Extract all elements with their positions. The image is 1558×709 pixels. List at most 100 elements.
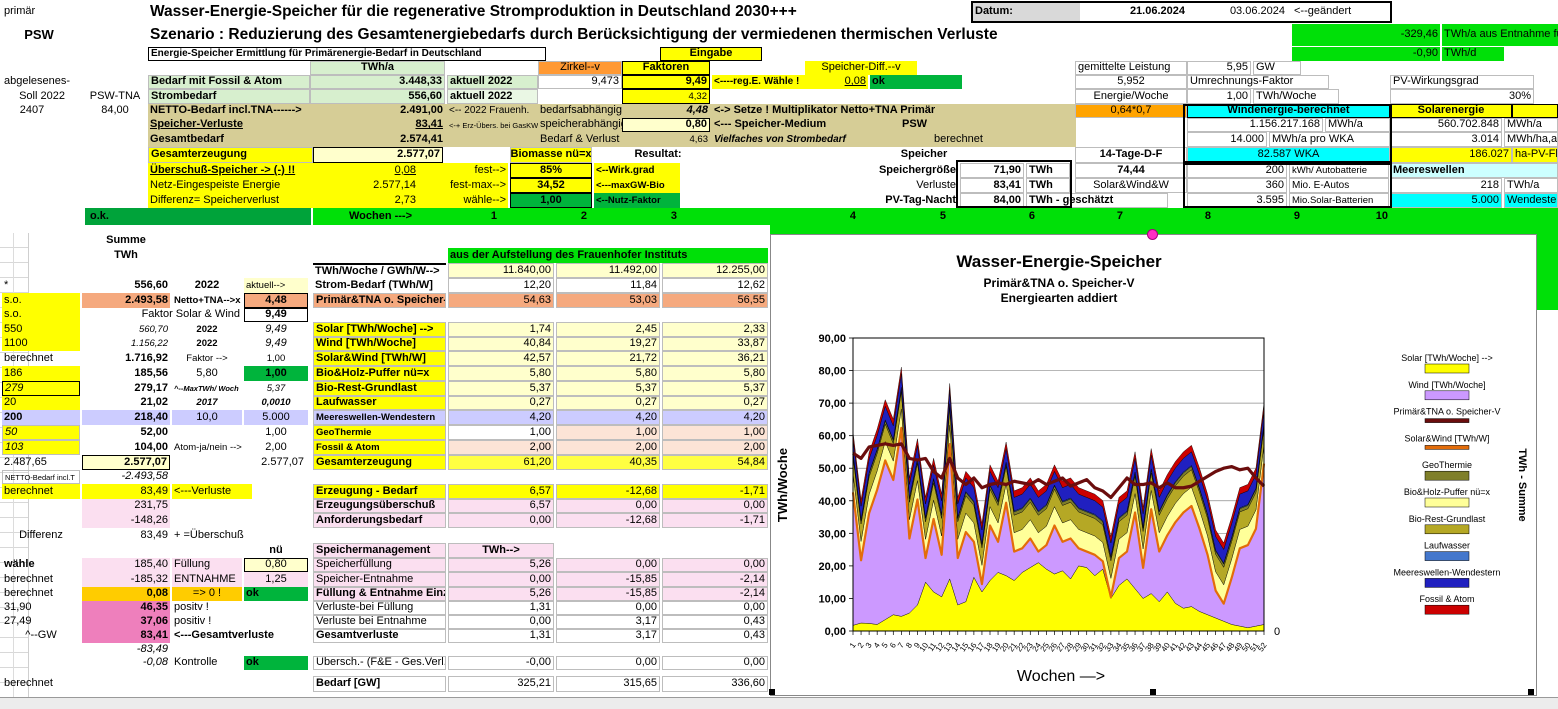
sheet-cell[interactable]: 0,00 — [662, 499, 768, 513]
sheet-cell[interactable]: 74,44 — [1075, 163, 1187, 178]
sheet-cell[interactable]: 200 — [1187, 163, 1287, 178]
sheet-cell[interactable]: TWh — [114, 248, 138, 261]
sheet-cell[interactable]: <-> Setze ! Multiplikator Netto+TNA Prim… — [714, 104, 936, 117]
sheet-cell[interactable]: 12.255,00 — [662, 263, 768, 278]
sheet-cell[interactable]: 12,20 — [448, 278, 554, 293]
sheet-cell[interactable]: 11,84 — [556, 278, 660, 293]
sheet-cell[interactable]: 360 — [1187, 178, 1287, 193]
sheet-cell[interactable]: -0,00 — [448, 656, 554, 670]
sheet-cell[interactable]: 0,08 — [806, 75, 868, 89]
sheet-cell[interactable]: 61,20 — [448, 455, 554, 470]
sheet-cell[interactable]: Solar&Wind&W — [1075, 178, 1187, 193]
sheet-cell[interactable]: 0,27 — [662, 396, 768, 410]
sheet-cell[interactable]: 5.000 — [1390, 193, 1502, 208]
sheet-cell[interactable]: 42,57 — [448, 351, 554, 366]
sheet-cell[interactable]: 2,00 — [662, 440, 768, 455]
sheet-cell[interactable]: 2022 — [194, 278, 220, 291]
sheet-cell[interactable]: 84,00 — [101, 104, 129, 117]
sheet-cell[interactable]: 40,35 — [556, 455, 660, 470]
sheet-cell[interactable]: MWh/a — [1504, 118, 1558, 132]
sheet-cell[interactable]: 2.491,00 — [400, 104, 443, 117]
sheet-cell[interactable]: 185,40 — [82, 558, 170, 572]
sheet-cell[interactable]: 1.716,92 — [125, 351, 168, 364]
sheet-cell[interactable]: 5,80 — [448, 366, 554, 381]
sheet-cell[interactable]: 0,00 — [556, 499, 660, 513]
sheet-cell[interactable]: 46,35 — [82, 601, 170, 615]
sheet-cell[interactable]: 4,32 — [622, 89, 710, 104]
sheet-cell[interactable]: 1,31 — [448, 629, 554, 643]
sheet-cell[interactable]: Speicher — [900, 148, 948, 161]
sheet-cell[interactable]: 03.06.2024 — [1229, 5, 1285, 18]
sheet-cell[interactable]: 336,60 — [662, 676, 768, 692]
sheet-cell[interactable]: 1,00 — [510, 193, 592, 208]
sheet-cell[interactable]: nü — [269, 543, 283, 556]
sheet-cell[interactable]: 556,60 — [310, 89, 445, 104]
sheet-cell[interactable]: 20 — [2, 396, 80, 410]
sheet-cell[interactable]: <--Nutz-Faktor — [594, 193, 680, 208]
sheet-cell[interactable]: 9,473 — [538, 75, 622, 89]
sheet-cell[interactable]: Vielfaches von Strombedarf — [714, 133, 846, 145]
sheet-cell[interactable]: Überschuß-Speicher -> (-) !! — [148, 163, 313, 178]
sheet-cell[interactable]: positiv ! — [174, 615, 212, 628]
sheet-cell[interactable]: bedarfsabhängig — [540, 104, 622, 117]
sheet-cell[interactable]: 2,45 — [556, 322, 660, 337]
sheet-cell[interactable]: 2,73 — [313, 193, 418, 208]
sheet-cell[interactable]: 34,52 — [510, 178, 592, 193]
sheet-cell[interactable]: Faktor --> — [186, 352, 228, 364]
sheet-cell[interactable]: 1,00 — [244, 366, 308, 381]
sheet-cell[interactable]: fest-max--> — [420, 178, 508, 193]
sheet-cell[interactable]: Fossil & Atom — [313, 440, 446, 455]
sheet-cell[interactable]: Gesamtverluste — [313, 629, 446, 643]
sheet-cell[interactable]: Summe — [106, 233, 146, 246]
sheet-cell[interactable]: 0,00 — [556, 601, 660, 615]
sheet-cell[interactable]: <----reg.E. Wähle ! — [712, 75, 806, 89]
sheet-cell[interactable]: Wasser-Energie-Speicher für die regenera… — [150, 3, 797, 21]
sheet-cell[interactable]: Wochen ---> — [348, 209, 413, 222]
sheet-cell[interactable]: ^--MaxTWh/ Woch — [174, 384, 239, 393]
sheet-cell[interactable]: MWh/ha,a — [1504, 132, 1558, 147]
sheet-cell[interactable]: 4,20 — [448, 410, 554, 425]
sheet-cell[interactable]: 0,43 — [662, 629, 768, 643]
sheet-cell[interactable]: TWh/Woche — [1253, 89, 1339, 104]
sheet-cell[interactable]: Windenergie-berechnet — [1187, 104, 1390, 118]
sheet-cell[interactable]: Solarenergie — [1390, 104, 1512, 118]
sheet-cell[interactable]: <--geändert — [1294, 5, 1352, 18]
embedded-chart[interactable]: 0,00 10,00 20,00 30,00 40,00 50,00 60,00 70,00 8… — [769, 229, 1537, 696]
sheet-cell[interactable]: -2,14 — [662, 572, 768, 587]
sheet-cell[interactable]: Erzeugungsüberschuß — [313, 499, 446, 513]
sheet-cell[interactable]: -2,14 — [662, 587, 768, 601]
sheet-cell[interactable]: 9,49 — [244, 308, 308, 322]
sheet-cell[interactable]: Gesamterzeugung — [313, 455, 446, 470]
sheet-cell[interactable]: <--Wirk.grad — [594, 163, 680, 178]
sheet-cell[interactable]: Zirkel--v — [538, 61, 622, 75]
sheet-cell[interactable]: 14-Tage-D-F — [1075, 147, 1187, 163]
sheet-cell[interactable]: Übersch.- (F&E - Ges.Verl. — [313, 656, 446, 670]
sheet-cell[interactable]: 83,41 — [82, 629, 170, 643]
sheet-cell[interactable]: 83,49 — [82, 484, 170, 499]
sheet-cell[interactable]: Speicher-Diff.--v — [805, 61, 917, 75]
sheet-cell[interactable]: 556,60 — [134, 278, 168, 291]
sheet-cell[interactable]: <---Verluste — [172, 484, 252, 499]
sheet-cell[interactable]: Meereswellen-Wendestern — [313, 410, 446, 425]
sheet-cell[interactable]: 0,27 — [448, 396, 554, 410]
sheet-cell[interactable]: -329,46 — [1292, 24, 1440, 46]
sheet-cell[interactable] — [1512, 104, 1558, 118]
sheet-cell[interactable]: Speichermanagement — [313, 543, 446, 558]
sheet-cell[interactable]: 21,02 — [140, 396, 168, 409]
sheet-cell[interactable]: 0,00 — [448, 513, 554, 528]
sheet-cell[interactable]: 6 — [1028, 209, 1035, 222]
sheet-cell[interactable]: 36,21 — [662, 351, 768, 366]
sheet-cell[interactable]: 83,49 — [140, 528, 168, 541]
sheet-cell[interactable]: 0,0010 — [261, 397, 291, 409]
sheet-cell[interactable]: Verluste-bei Füllung — [313, 601, 446, 615]
sheet-cell[interactable]: PSW — [24, 27, 54, 43]
sheet-cell[interactable]: Differenz — [19, 528, 63, 541]
sheet-cell[interactable]: 0,00 — [556, 656, 660, 670]
sheet-cell[interactable]: 8 — [1204, 209, 1211, 222]
sheet-cell[interactable]: 2,00 — [265, 440, 287, 453]
sheet-cell[interactable]: Bedarf [GW] — [313, 676, 446, 692]
chart-anchor-dot[interactable] — [1147, 229, 1158, 240]
sheet-cell[interactable]: Mio.Solar-Batterien — [1289, 193, 1389, 208]
sheet-cell[interactable]: 325,21 — [448, 676, 554, 692]
sheet-cell[interactable]: 4,48 — [686, 104, 708, 117]
